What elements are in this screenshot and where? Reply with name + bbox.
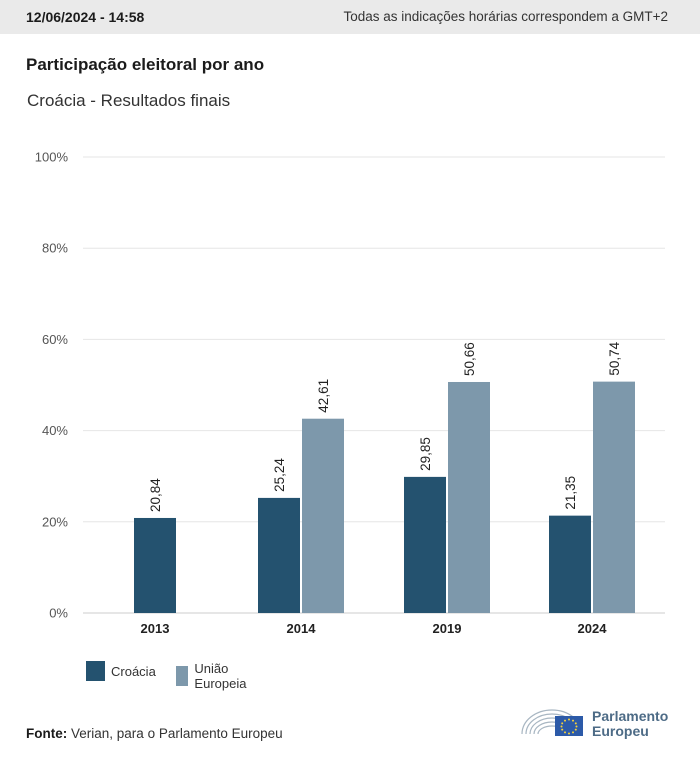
bar	[134, 517, 176, 613]
european-parliament-logo[interactable]: Parlamento Europeu	[519, 702, 689, 742]
x-tick-label: 2019	[433, 621, 462, 636]
data-label: 20,84	[148, 478, 163, 512]
y-tick-label: 100%	[35, 150, 69, 165]
legend-label-eu: União Europeia	[194, 661, 247, 691]
logo-line-1: Parlamento	[592, 708, 669, 724]
source-note: Fonte: Verian, para o Parlamento Europeu	[26, 726, 283, 741]
data-label: 50,74	[607, 341, 622, 375]
legend-swatch-eu	[176, 666, 189, 686]
bar	[549, 515, 591, 613]
legend-item-eu: União Europeia	[176, 661, 253, 691]
data-label: 21,35	[563, 476, 578, 510]
data-label: 50,66	[462, 342, 477, 376]
timezone-note: Todas as indicações horárias corresponde…	[343, 9, 668, 24]
chart-title: Participação eleitoral por ano	[26, 55, 265, 74]
parliament-hemicycle-icon	[521, 709, 583, 736]
bar	[448, 381, 490, 613]
y-tick-label: 40%	[42, 423, 68, 438]
legend-item-croatia: Croácia	[86, 661, 156, 681]
source-text: Verian, para o Parlamento Europeu	[71, 726, 283, 741]
legend-label-croatia: Croácia	[111, 663, 156, 679]
bar	[302, 418, 344, 613]
x-tick-label: 2014	[287, 621, 317, 636]
data-label: 42,61	[316, 379, 331, 413]
y-tick-label: 60%	[42, 332, 68, 347]
bar	[258, 497, 300, 613]
chart-subtitle: Croácia - Resultados finais	[27, 91, 231, 110]
logo-line-2: Europeu	[592, 723, 649, 739]
bar-chart: 0% 20% 40% 60% 80% 100% 20,84 2013 25,24 42,61 201…	[35, 150, 665, 636]
datetime: 12/06/2024 - 14:58	[26, 9, 145, 25]
logo-text: Parlamento Europeu	[592, 709, 668, 739]
top-bar: 12/06/2024 - 14:58 Todas as indicações h…	[0, 0, 700, 34]
bar	[593, 381, 635, 613]
source-label: Fonte:	[26, 726, 68, 741]
x-tick-label: 2013	[141, 621, 170, 636]
y-tick-label: 20%	[42, 514, 68, 529]
legend-swatch-croatia	[86, 661, 105, 681]
y-tick-label: 0%	[49, 606, 68, 621]
data-label: 29,85	[418, 437, 433, 471]
y-tick-label: 80%	[42, 241, 68, 256]
data-label: 25,24	[272, 458, 287, 492]
bar	[404, 476, 446, 613]
x-tick-label: 2024	[578, 621, 608, 636]
